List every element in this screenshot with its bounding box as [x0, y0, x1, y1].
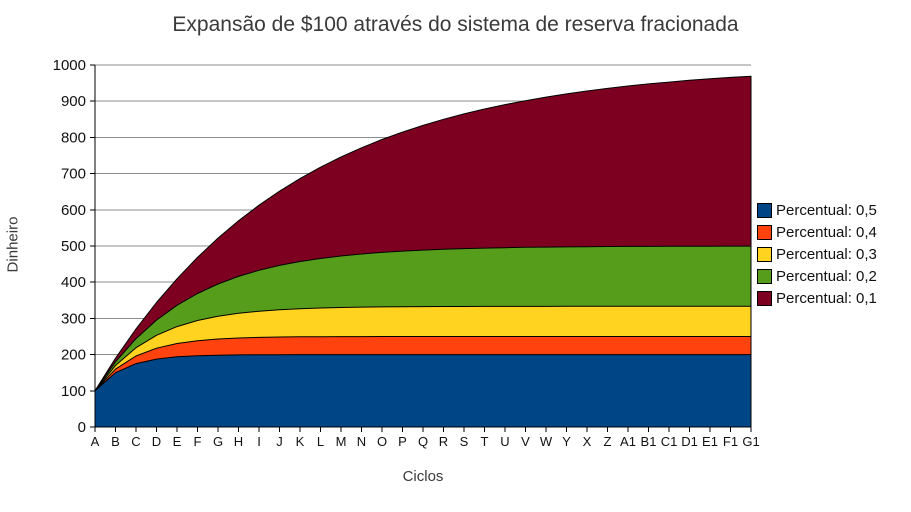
x-tick-label-H: H	[234, 434, 243, 449]
x-tick-label-Z: Z	[604, 434, 612, 449]
y-tick-label-0: 0	[78, 419, 86, 436]
x-tick-label-K: K	[296, 434, 305, 449]
x-tick-label-O: O	[377, 434, 387, 449]
y-tick-label-100: 100	[61, 383, 86, 400]
legend-item: Percentual: 0,2	[757, 265, 877, 287]
x-tick-label-U: U	[500, 434, 509, 449]
legend-swatch-icon	[757, 202, 772, 218]
x-tick-label-E: E	[173, 434, 182, 449]
x-axis-title: Ciclos	[402, 468, 444, 485]
y-tick-label-500: 500	[61, 238, 86, 255]
legend-swatch-icon	[757, 268, 772, 284]
x-tick-label-R: R	[439, 434, 448, 449]
x-tick-label-F1: F1	[723, 434, 738, 449]
y-tick-label-900: 900	[61, 93, 86, 110]
x-tick-label-T: T	[481, 434, 489, 449]
x-tick-label-F: F	[194, 434, 202, 449]
legend-label: Percentual: 0,4	[776, 223, 877, 241]
x-tick-label-G1: G1	[742, 434, 759, 449]
x-tick-label-X: X	[583, 434, 592, 449]
legend-swatch-icon	[757, 224, 772, 240]
y-tick-label-1000: 1000	[53, 57, 86, 74]
chart-title: Expansão de $100 através do sistema de r…	[172, 13, 739, 36]
legend-label: Percentual: 0,2	[776, 267, 877, 285]
x-tick-label-Y: Y	[562, 434, 571, 449]
x-tick-label-E1: E1	[702, 434, 718, 449]
legend-item: Percentual: 0,5	[757, 199, 877, 221]
legend-item: Percentual: 0,3	[757, 243, 877, 265]
x-tick-label-D: D	[152, 434, 161, 449]
x-tick-label-C1: C1	[661, 434, 678, 449]
x-tick-label-Q: Q	[418, 434, 428, 449]
x-tick-label-S: S	[460, 434, 469, 449]
legend: Percentual: 0,5 Percentual: 0,4 Percentual…	[757, 199, 877, 309]
legend-swatch-icon	[757, 290, 772, 306]
y-tick-label-200: 200	[61, 347, 86, 364]
legend-item: Percentual: 0,1	[757, 287, 877, 309]
x-tick-label-J: J	[276, 434, 283, 449]
x-tick-label-B: B	[111, 434, 120, 449]
x-tick-label-B1: B1	[641, 434, 657, 449]
y-tick-label-300: 300	[61, 310, 86, 327]
x-tick-label-V: V	[521, 434, 530, 449]
legend-label: Percentual: 0,3	[776, 245, 877, 263]
x-tick-label-L: L	[317, 434, 324, 449]
x-tick-label-D1: D1	[681, 434, 698, 449]
y-tick-label-700: 700	[61, 166, 86, 183]
x-tick-label-G: G	[213, 434, 223, 449]
y-tick-label-800: 800	[61, 129, 86, 146]
x-tick-label-A: A	[91, 434, 100, 449]
legend-label: Percentual: 0,5	[776, 201, 877, 219]
legend-label: Percentual: 0,1	[776, 289, 877, 307]
x-tick-label-C: C	[131, 434, 140, 449]
x-tick-label-N: N	[357, 434, 366, 449]
x-tick-label-A1: A1	[620, 434, 636, 449]
x-tick-label-W: W	[540, 434, 553, 449]
y-tick-label-400: 400	[61, 274, 86, 291]
legend-item: Percentual: 0,4	[757, 221, 877, 243]
x-tick-label-I: I	[257, 434, 261, 449]
x-tick-label-P: P	[398, 434, 407, 449]
area-series-05	[94, 354, 752, 428]
x-tick-label-M: M	[336, 434, 347, 449]
legend-swatch-icon	[757, 246, 772, 262]
y-tick-label-600: 600	[61, 202, 86, 219]
